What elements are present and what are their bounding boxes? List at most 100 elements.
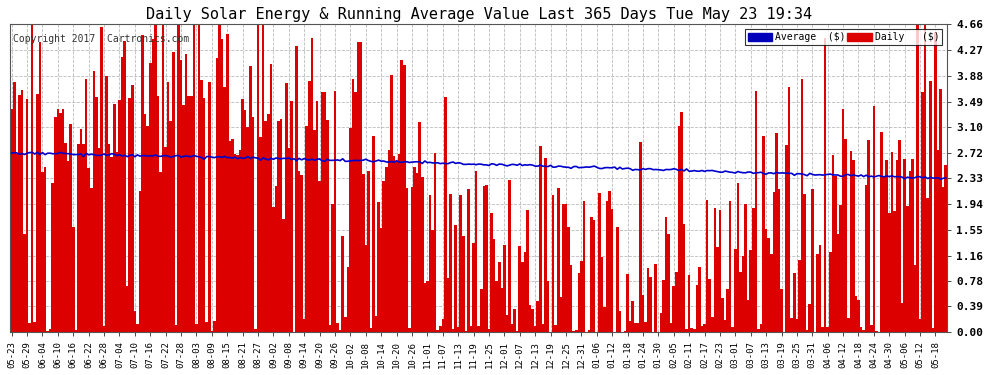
Bar: [154, 24, 156, 332]
Bar: [721, 298, 724, 332]
Bar: [172, 52, 174, 332]
Bar: [316, 101, 319, 332]
Bar: [437, 330, 439, 332]
Bar: [909, 171, 911, 332]
Bar: [329, 324, 332, 332]
Bar: [911, 159, 914, 332]
Bar: [847, 318, 849, 332]
Bar: [42, 172, 44, 332]
Bar: [601, 256, 603, 332]
Bar: [490, 213, 493, 332]
Bar: [557, 188, 559, 332]
Bar: [485, 185, 488, 332]
Bar: [356, 42, 359, 332]
Bar: [842, 110, 844, 332]
Bar: [303, 319, 306, 332]
Bar: [364, 245, 367, 332]
Bar: [156, 96, 159, 332]
Bar: [187, 96, 190, 332]
Bar: [701, 326, 703, 332]
Bar: [891, 152, 893, 332]
Bar: [382, 181, 385, 332]
Bar: [941, 187, 944, 332]
Bar: [677, 126, 680, 332]
Bar: [654, 264, 657, 332]
Bar: [475, 171, 477, 332]
Bar: [259, 138, 262, 332]
Bar: [898, 140, 901, 332]
Bar: [577, 273, 580, 332]
Bar: [29, 324, 31, 332]
Bar: [809, 304, 811, 332]
Bar: [593, 220, 595, 332]
Bar: [287, 148, 290, 332]
Bar: [267, 114, 269, 332]
Bar: [295, 46, 298, 332]
Bar: [195, 324, 198, 332]
Bar: [385, 166, 388, 332]
Bar: [108, 144, 111, 332]
Bar: [495, 281, 498, 332]
Bar: [182, 105, 185, 332]
Bar: [680, 112, 683, 332]
Bar: [709, 279, 711, 332]
Bar: [124, 41, 126, 332]
Bar: [508, 180, 511, 332]
Bar: [742, 256, 744, 332]
Bar: [767, 238, 770, 332]
Bar: [529, 305, 532, 332]
Bar: [765, 229, 767, 332]
Bar: [469, 327, 472, 332]
Bar: [893, 210, 896, 332]
Bar: [588, 330, 590, 332]
Bar: [226, 34, 229, 332]
Bar: [61, 109, 64, 332]
Bar: [367, 171, 369, 332]
Bar: [462, 236, 464, 332]
Bar: [262, 24, 264, 332]
Bar: [759, 324, 762, 332]
Bar: [616, 227, 619, 332]
Bar: [131, 85, 134, 332]
Bar: [696, 285, 698, 332]
Bar: [796, 319, 798, 332]
Bar: [752, 209, 754, 332]
Bar: [904, 159, 906, 332]
Bar: [200, 80, 203, 332]
Bar: [344, 317, 346, 332]
Bar: [79, 129, 82, 332]
Bar: [372, 136, 375, 332]
Bar: [477, 326, 480, 332]
Bar: [493, 239, 495, 332]
Bar: [793, 273, 796, 332]
Bar: [247, 127, 249, 332]
Bar: [706, 200, 709, 332]
Bar: [161, 24, 164, 332]
Bar: [449, 194, 451, 332]
Bar: [306, 126, 308, 332]
Bar: [100, 27, 103, 332]
Bar: [339, 330, 342, 332]
Bar: [524, 252, 526, 332]
Bar: [944, 165, 947, 332]
Bar: [429, 195, 432, 332]
Bar: [819, 245, 822, 332]
Bar: [56, 109, 59, 332]
Bar: [334, 91, 337, 332]
Bar: [185, 54, 187, 332]
Bar: [354, 92, 356, 332]
Bar: [237, 154, 239, 332]
Bar: [103, 326, 105, 332]
Bar: [51, 183, 54, 332]
Bar: [788, 87, 790, 332]
Bar: [400, 60, 403, 332]
Bar: [827, 327, 829, 332]
Bar: [685, 329, 688, 332]
Bar: [634, 323, 637, 332]
Bar: [213, 321, 216, 332]
Bar: [575, 330, 577, 332]
Bar: [757, 329, 759, 332]
Bar: [151, 39, 154, 332]
Bar: [300, 175, 303, 332]
Bar: [740, 272, 742, 332]
